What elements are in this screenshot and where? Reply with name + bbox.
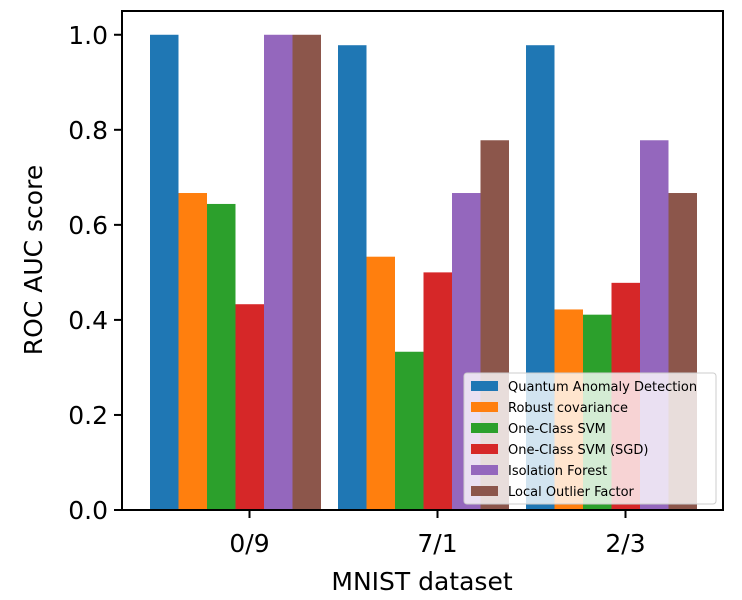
bar-local-outlier-factor-0 [292, 34, 321, 511]
x-tick-label: 2/3 [605, 529, 645, 558]
y-tick-label: 0.2 [68, 401, 108, 430]
legend-frame [463, 372, 717, 505]
bar-one-class-svm-1 [395, 351, 424, 510]
bar-robust-covariance-0 [178, 193, 207, 511]
legend-entry-label: Quantum Anomaly Detection [508, 380, 697, 395]
y-axis-label: ROC AUC score [19, 165, 48, 355]
y-tick-label: 0.6 [68, 211, 108, 240]
legend: Quantum Anomaly Detection Robust covarian… [463, 372, 717, 505]
legend-entry-label: One-Class SVM (SGD) [508, 443, 648, 458]
legend-swatch [471, 423, 498, 433]
bar-robust-covariance-1 [366, 256, 395, 510]
y-tick-label: 0.4 [68, 306, 108, 335]
bar-quantum-anomaly-detection-0 [150, 34, 179, 511]
y-tick-label: 0.8 [68, 116, 108, 145]
legend-swatch [471, 381, 498, 391]
legend-entry-label: Robust covariance [508, 401, 628, 416]
y-axis-ticks: 0.0 0.2 0.4 0.6 0.8 1.0 [68, 21, 122, 525]
x-tick-label: 7/1 [417, 529, 457, 558]
bar-isolation-forest-0 [264, 34, 293, 511]
legend-swatch [471, 486, 498, 496]
legend-swatch [471, 444, 498, 454]
legend-entry-label: Local Outlier Factor [508, 485, 635, 500]
y-tick-label: 1.0 [68, 21, 108, 50]
legend-swatch [471, 402, 498, 412]
x-axis-ticks: 0/9 7/1 2/3 [229, 510, 646, 558]
bar-layer [150, 34, 697, 511]
legend-entry-label: One-Class SVM [508, 422, 606, 437]
bar-quantum-anomaly-detection-1 [338, 45, 367, 511]
legend-entry-label: Isolation Forest [508, 464, 607, 479]
legend-swatch [471, 465, 498, 475]
bar-one-class-svm-sgd-0 [235, 304, 264, 510]
plot-frame [121, 10, 724, 511]
x-axis-label: MNIST dataset [331, 567, 512, 596]
x-tick-label: 0/9 [229, 529, 269, 558]
y-tick-label: 0.0 [68, 496, 108, 525]
bar-one-class-svm-0 [207, 203, 236, 511]
bar-one-class-svm-sgd-1 [423, 272, 452, 510]
